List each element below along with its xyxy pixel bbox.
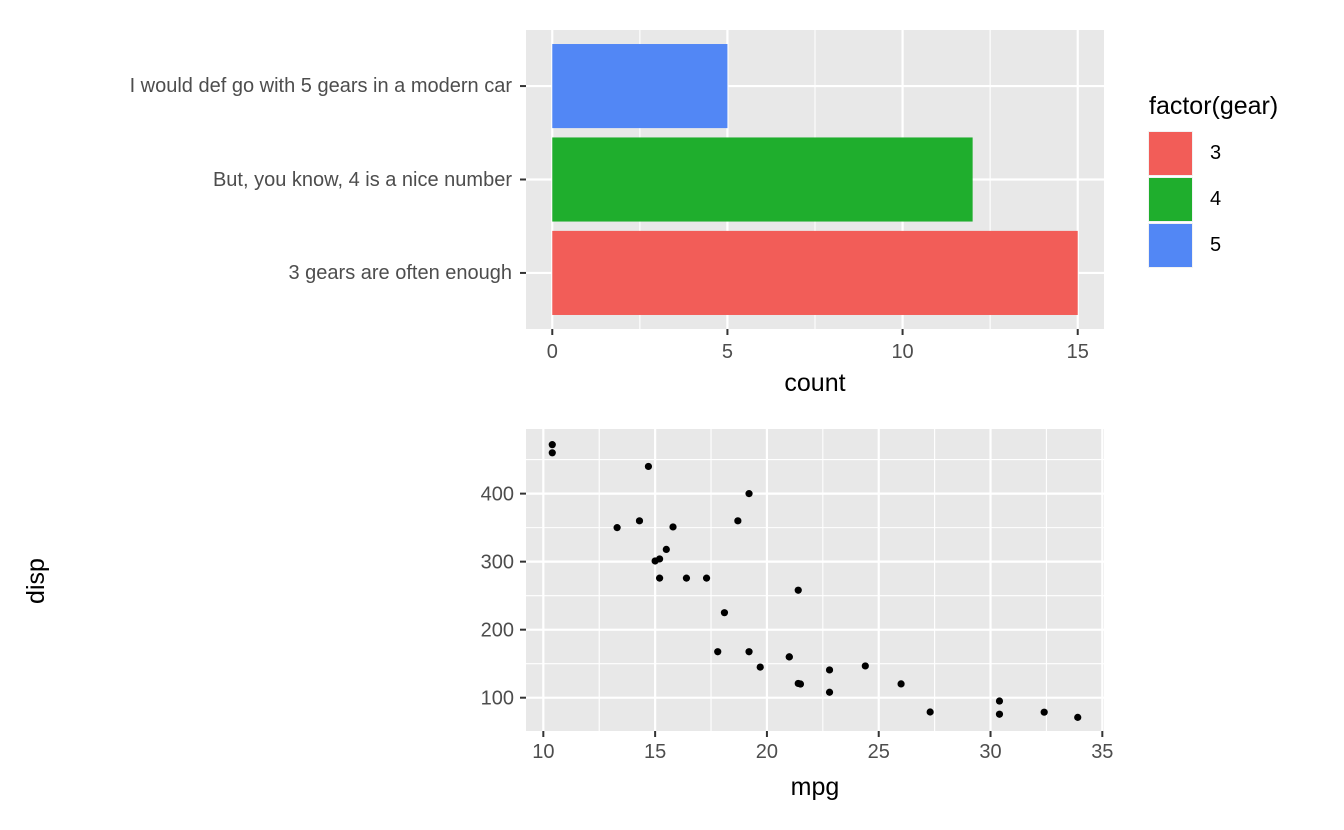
bar-category-label-3: 3 gears are often enough xyxy=(288,262,512,284)
data-point xyxy=(794,679,802,688)
scatter-panel xyxy=(526,429,1104,731)
data-point xyxy=(714,648,722,656)
scatter-x-tick-label: 15 xyxy=(644,741,666,763)
data-point xyxy=(756,663,764,671)
scatter-y-tick-label: 400 xyxy=(481,484,514,506)
scatter-x-tick-label: 20 xyxy=(756,741,778,763)
data-point xyxy=(825,688,834,696)
data-point xyxy=(635,517,644,525)
bar-x-tick-label: 10 xyxy=(891,341,913,363)
legend-entry-gear3: 3 xyxy=(1148,131,1278,176)
data-point xyxy=(720,609,729,617)
data-point xyxy=(745,648,753,656)
data-point xyxy=(644,462,653,471)
data-point xyxy=(682,574,691,582)
data-point xyxy=(655,574,664,582)
bar-xaxis-title: count xyxy=(784,369,846,397)
data-point xyxy=(734,517,742,525)
data-point xyxy=(548,449,556,457)
legend-swatch-gear4 xyxy=(1148,177,1193,222)
data-point xyxy=(995,697,1004,705)
scatter-y-tick-label: 100 xyxy=(481,688,514,710)
legend-swatch-gear3 xyxy=(1148,131,1193,176)
bar-x-tick-label: 5 xyxy=(722,341,733,363)
data-point xyxy=(613,524,621,532)
bar-segment xyxy=(552,230,1078,315)
bar-category-label-1: I would def go with 5 gears in a modern … xyxy=(129,75,512,97)
data-point xyxy=(897,680,905,688)
data-point xyxy=(651,557,659,565)
scatter-yaxis-title: disp xyxy=(22,558,50,604)
legend-swatch-gear5 xyxy=(1148,223,1193,268)
bar-x-tick-label: 0 xyxy=(547,341,558,363)
bar-segment xyxy=(552,44,728,129)
data-point xyxy=(1040,708,1048,716)
legend-entry-gear5: 5 xyxy=(1148,223,1278,268)
scatter-x-tick-label: 35 xyxy=(1091,741,1113,763)
legend-title: factor(gear) xyxy=(1149,92,1279,120)
bar-segment xyxy=(552,137,973,222)
data-point xyxy=(926,708,934,716)
data-point xyxy=(794,586,802,594)
data-point xyxy=(702,574,711,582)
scatter-x-tick-label: 30 xyxy=(979,741,1001,763)
legend-entry-gear4: 4 xyxy=(1148,177,1278,222)
data-point xyxy=(745,490,753,498)
data-point xyxy=(1074,713,1082,721)
scatter-x-tick-label: 10 xyxy=(532,741,554,763)
data-point xyxy=(785,653,793,661)
scatter-xaxis-title: mpg xyxy=(790,773,840,801)
data-point xyxy=(995,710,1004,718)
legend: factor(gear) 3 4 5 xyxy=(1148,91,1279,270)
scatter-y-tick-label: 200 xyxy=(481,620,514,642)
bar-category-label-2: But, you know, 4 is a nice number xyxy=(212,169,512,191)
data-point xyxy=(548,441,556,449)
legend-label-gear4: 4 xyxy=(1210,188,1222,210)
bar-x-tick-label: 15 xyxy=(1067,341,1089,363)
scatter-x-tick-label: 25 xyxy=(868,741,890,763)
legend-label-gear5: 5 xyxy=(1210,234,1222,256)
data-point xyxy=(662,545,670,554)
data-point xyxy=(861,662,869,670)
data-point xyxy=(825,666,834,674)
legend-label-gear3: 3 xyxy=(1210,142,1222,164)
data-point xyxy=(669,523,677,531)
scatter-y-tick-label: 300 xyxy=(481,552,514,574)
